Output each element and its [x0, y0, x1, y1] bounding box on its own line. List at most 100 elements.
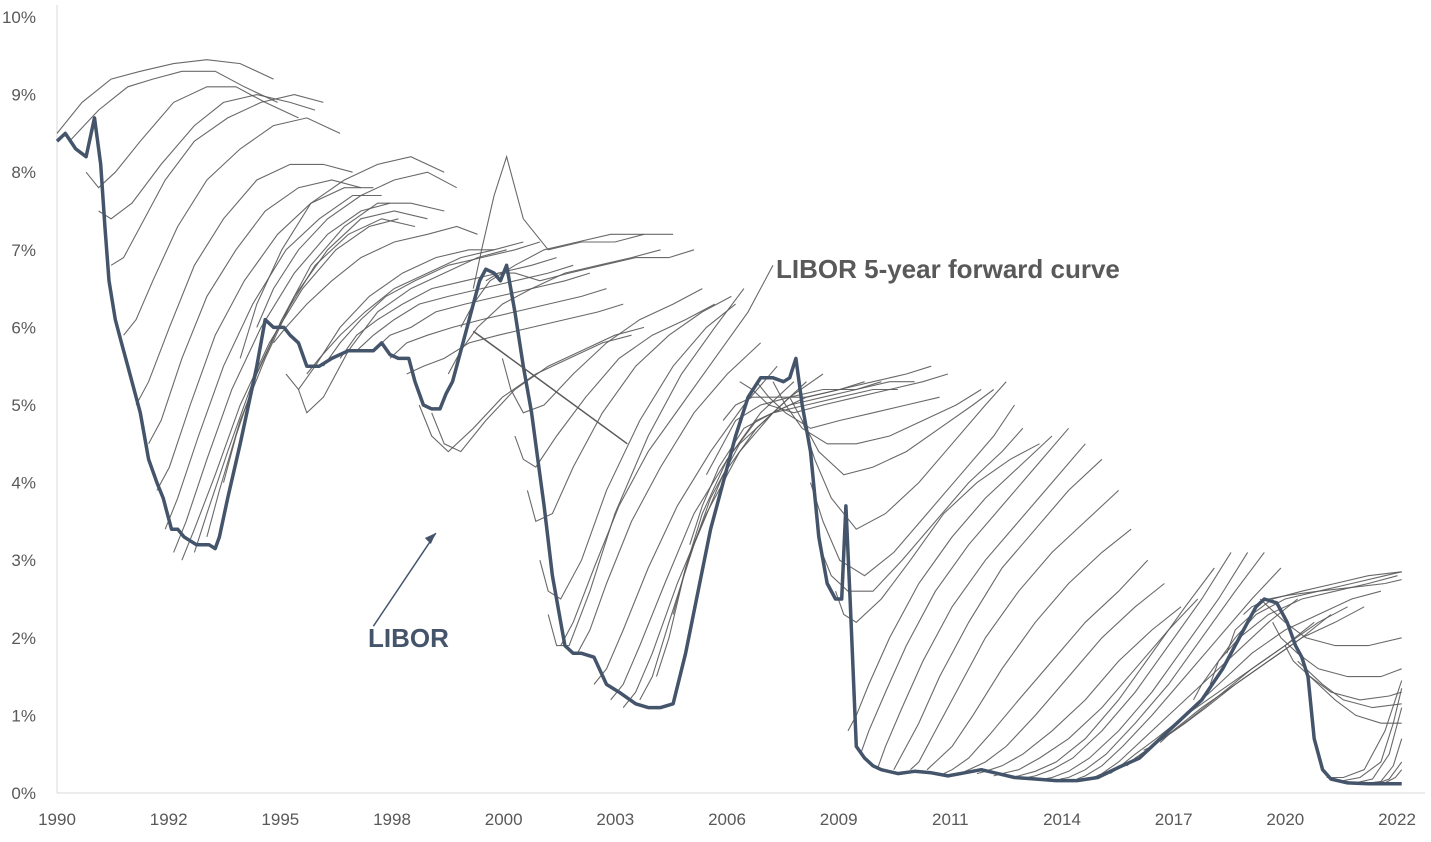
forward-curve-line — [1259, 598, 1402, 647]
forward-curve-line — [447, 249, 661, 375]
forward-curve-line — [339, 257, 557, 359]
forward-curve-line — [1043, 552, 1249, 780]
forward-curve-line — [593, 365, 778, 685]
forward-curve-line — [976, 606, 1182, 775]
forward-curve-line — [1309, 676, 1402, 724]
forward-curve-label: LIBOR 5-year forward curve — [776, 254, 1120, 284]
forward-curve-line — [501, 288, 703, 414]
forward-curve-line — [876, 443, 1086, 770]
forward-curve-line — [110, 94, 324, 266]
forward-curve-line — [306, 241, 524, 375]
x-tick-label: 1998 — [373, 810, 411, 829]
libor-label: LIBOR — [368, 623, 449, 653]
forward-curve-line — [722, 365, 932, 421]
forward-curve-line — [322, 241, 541, 367]
y-tick-label: 0% — [11, 784, 36, 803]
libor-line — [55, 116, 1402, 786]
y-tick-label: 5% — [11, 396, 36, 415]
annotation-layer: LIBOR LIBOR 5-year forward curve — [368, 254, 1120, 653]
forward-curve-line — [406, 303, 624, 375]
forward-curve-line — [547, 288, 745, 647]
forward-curve-line — [273, 225, 478, 344]
forward-curve-line — [610, 381, 795, 701]
forward-curve-line — [256, 171, 457, 328]
forward-curve-line — [472, 154, 645, 289]
forward-curve-line — [98, 94, 316, 220]
forward-curve-line — [1326, 680, 1403, 779]
y-tick-label: 8% — [11, 163, 36, 182]
forward-curve-line — [514, 303, 716, 468]
x-tick-label: 1995 — [261, 810, 299, 829]
forward-curve-line — [1026, 552, 1232, 779]
forward-curve-line — [1193, 575, 1398, 701]
y-tick-label: 1% — [11, 706, 36, 725]
forward-curve-line — [1243, 579, 1402, 615]
forward-curve-line — [801, 381, 1007, 530]
forward-curve-line — [164, 194, 382, 530]
libor-arrow — [372, 532, 437, 627]
forward-curve-line — [689, 388, 898, 545]
forward-curve-line — [206, 210, 428, 538]
x-tick-label: 2009 — [820, 810, 858, 829]
forward-curve-line — [222, 202, 445, 483]
forward-curve-line — [739, 373, 949, 414]
forward-curve-line — [526, 295, 732, 523]
y-tick-label: 7% — [11, 241, 36, 260]
y-tick-label: 10% — [2, 8, 36, 27]
forward-curve-line — [135, 163, 353, 406]
x-tick-label: 2022 — [1378, 810, 1416, 829]
y-tick-label: 3% — [11, 551, 36, 570]
forward-curve-line — [539, 303, 736, 600]
forward-curve-line — [181, 218, 399, 561]
forward-curve-line — [560, 265, 774, 646]
forward-curve-line — [809, 404, 1015, 577]
x-tick-label: 2017 — [1155, 810, 1193, 829]
forward-curve-line — [156, 187, 374, 491]
forward-curve-line — [993, 598, 1199, 777]
y-tick-label: 6% — [11, 318, 36, 337]
forward-curve-line — [1076, 567, 1282, 780]
forward-curve-line — [847, 435, 1053, 732]
forward-curve-line — [389, 288, 607, 359]
forward-curve-line — [173, 202, 391, 553]
forward-curve-line — [85, 86, 299, 189]
forward-curve-line — [755, 381, 940, 429]
y-tick-label: 4% — [11, 474, 36, 493]
x-tick-label: 1992 — [150, 810, 188, 829]
x-tick-label: 2011 — [932, 810, 969, 829]
forward-curve-line — [56, 59, 274, 134]
forward-curve-line — [1093, 598, 1298, 778]
x-tick-label: 2014 — [1043, 810, 1081, 829]
forward-curve-line — [1060, 552, 1265, 780]
forward-curve-line — [910, 489, 1119, 771]
forward-curve-line — [772, 381, 982, 445]
forward-curve-line — [1209, 571, 1402, 685]
x-tick-label: 2006 — [708, 810, 746, 829]
forward-curve-line — [818, 427, 1024, 592]
forward-curve-line — [285, 249, 495, 391]
forward-curve-line — [1384, 769, 1403, 784]
x-tick-label: 1990 — [38, 810, 76, 829]
forward-curve-line — [1297, 660, 1402, 709]
forward-curve-line — [859, 427, 1070, 755]
x-tick-label: 2003 — [596, 810, 634, 829]
y-tick-label: 9% — [11, 86, 36, 105]
forward-curve-line — [418, 334, 632, 453]
forward-curve-line — [926, 528, 1132, 771]
y-tick-label: 2% — [11, 629, 36, 648]
forward-curve-line — [1272, 622, 1402, 678]
forward-curve-line — [148, 179, 362, 445]
forward-curve-line — [373, 272, 591, 352]
forward-curve-line — [960, 583, 1165, 775]
forward-curves-layer — [56, 59, 1403, 785]
forward-curve-line — [460, 233, 674, 328]
forward-curve-line — [893, 458, 1103, 770]
forward-curve-line — [239, 156, 445, 359]
x-tick-label: 2020 — [1266, 810, 1304, 829]
forward-curve-line — [297, 249, 507, 414]
forward-curve-line — [1159, 606, 1365, 744]
forward-curve-arrow — [472, 330, 628, 445]
forward-curve-line — [1339, 688, 1403, 782]
